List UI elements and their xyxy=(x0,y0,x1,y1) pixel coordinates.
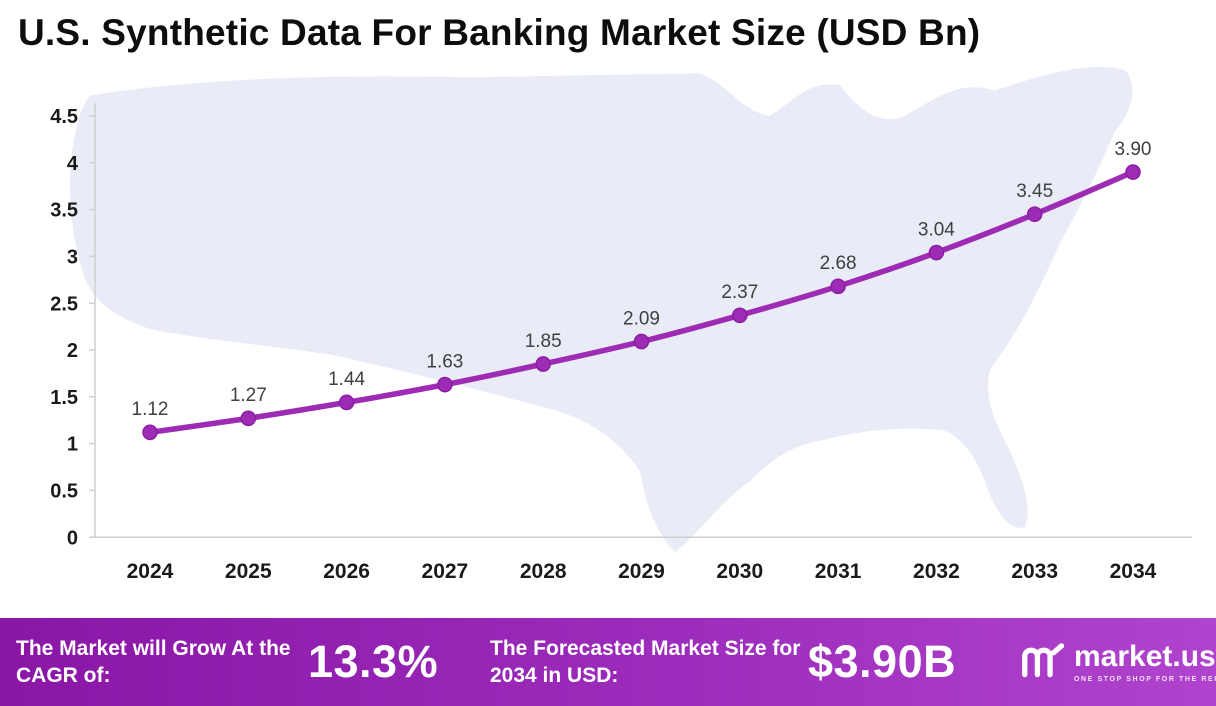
brand-text: market.us ONE STOP SHOP FOR THE REPORTS xyxy=(1074,639,1216,683)
x-tick-label: 2026 xyxy=(323,559,370,582)
data-label: 1.27 xyxy=(230,384,267,405)
x-tick-label: 2032 xyxy=(913,559,960,582)
x-tick-label: 2029 xyxy=(618,559,665,582)
forecast-value: $3.90B xyxy=(808,636,957,687)
cagr-value: 13.3% xyxy=(308,636,439,687)
y-tick-label: 1 xyxy=(67,433,78,455)
x-tick-label: 2034 xyxy=(1110,559,1157,582)
chart-area: 0 0.5 1 1.5 2 2.5 3 3.5 4 4.5 2024 2025 2026 2027 2028… xyxy=(0,55,1216,618)
data-label: 1.44 xyxy=(328,369,365,390)
data-point xyxy=(732,307,748,323)
data-label: 3.45 xyxy=(1016,180,1053,201)
y-tick-label: 4.5 xyxy=(50,105,78,127)
y-tick-label: 3 xyxy=(67,246,78,268)
y-tick-label: 0 xyxy=(67,527,78,549)
forecast-label: The Forecasted Market Size for 2034 in U… xyxy=(490,636,801,687)
brand-name: market.us xyxy=(1074,639,1216,673)
footer-banner: The Market will Grow At the CAGR of: 13.… xyxy=(0,618,1216,706)
data-point xyxy=(1125,163,1141,180)
y-tick-label: 0.5 xyxy=(50,480,78,502)
data-label: 3.04 xyxy=(918,219,955,240)
x-tick-label: 2028 xyxy=(520,559,567,582)
us-map-silhouette xyxy=(69,66,1133,553)
brand-tagline: ONE STOP SHOP FOR THE REPORTS xyxy=(1074,675,1216,683)
chart-title: U.S. Synthetic Data For Banking Market S… xyxy=(18,12,981,53)
data-point xyxy=(338,394,355,410)
y-tick-label: 2.5 xyxy=(50,293,78,315)
data-point xyxy=(1026,205,1043,222)
line-chart: 0 0.5 1 1.5 2 2.5 3 3.5 4 4.5 2024 2025 2026 2027 2028… xyxy=(50,66,1192,582)
x-tick-label: 2031 xyxy=(815,559,862,582)
x-tick-label: 2024 xyxy=(127,559,174,582)
data-label: 3.90 xyxy=(1115,138,1152,159)
x-tick-label: 2027 xyxy=(422,559,469,582)
marketus-logo: market.us ONE STOP SHOP FOR THE REPORTS xyxy=(1019,641,1216,683)
marketus-logo-icon xyxy=(1022,643,1065,678)
data-point xyxy=(240,410,257,426)
y-tick-label: 1.5 xyxy=(50,386,78,408)
data-label: 2.09 xyxy=(623,308,660,329)
data-label: 2.37 xyxy=(721,282,758,303)
data-label: 1.12 xyxy=(132,399,169,420)
cagr-label: The Market will Grow At the CAGR of: xyxy=(16,636,291,687)
x-tick-label: 2030 xyxy=(716,559,763,582)
data-point xyxy=(437,376,453,393)
data-point xyxy=(928,244,945,261)
data-point xyxy=(633,333,650,349)
data-point xyxy=(830,277,846,294)
data-label: 1.85 xyxy=(525,330,562,351)
x-tick-label: 2033 xyxy=(1011,559,1058,582)
x-tick-label: 2025 xyxy=(225,559,272,582)
data-point xyxy=(535,355,551,372)
data-label: 2.68 xyxy=(820,252,857,273)
y-tick-label: 2 xyxy=(67,340,78,362)
y-tick-label: 3.5 xyxy=(50,199,78,221)
data-label: 1.63 xyxy=(426,351,463,372)
data-point xyxy=(142,424,158,440)
y-tick-label: 4 xyxy=(67,152,79,174)
